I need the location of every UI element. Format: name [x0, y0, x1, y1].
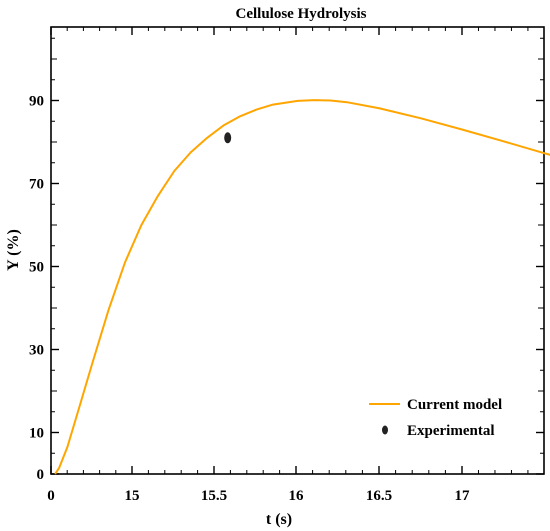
y-tick-label: 90	[29, 94, 44, 110]
legend-label-current-model: Current model	[407, 397, 502, 413]
y-tick-label: 10	[29, 426, 44, 442]
y-axis: 0 10 30 50 70 90	[29, 37, 544, 483]
y-tick-label: 30	[29, 343, 44, 359]
y-tick-label: 50	[29, 260, 44, 276]
legend-label-experimental: Experimental	[407, 423, 495, 439]
x-tick-label: 15	[125, 488, 140, 504]
scatter-point-experimental	[224, 132, 232, 144]
y-tick-label: 0	[37, 467, 45, 483]
x-tick-label: 15.5	[201, 488, 227, 504]
y-axis-label: Y (%)	[5, 229, 22, 271]
legend: Current model Experimental	[369, 397, 502, 439]
x-axis: 0 15 15.5 16 16.5 17	[47, 27, 529, 504]
x-tick-label: 17	[455, 488, 471, 504]
legend-marker-experimental	[382, 425, 388, 435]
x-tick-label: 16	[289, 488, 305, 504]
x-tick-label: 16.5	[366, 488, 392, 504]
chart-title: Cellulose Hydrolysis	[236, 6, 367, 22]
x-axis-label: t (s)	[266, 511, 292, 528]
x-tick-label: 0	[47, 488, 55, 504]
series-layer	[54, 99, 550, 475]
plot-frame	[50, 26, 545, 475]
y-tick-label: 70	[29, 177, 44, 193]
series-line-current-model	[54, 99, 550, 475]
